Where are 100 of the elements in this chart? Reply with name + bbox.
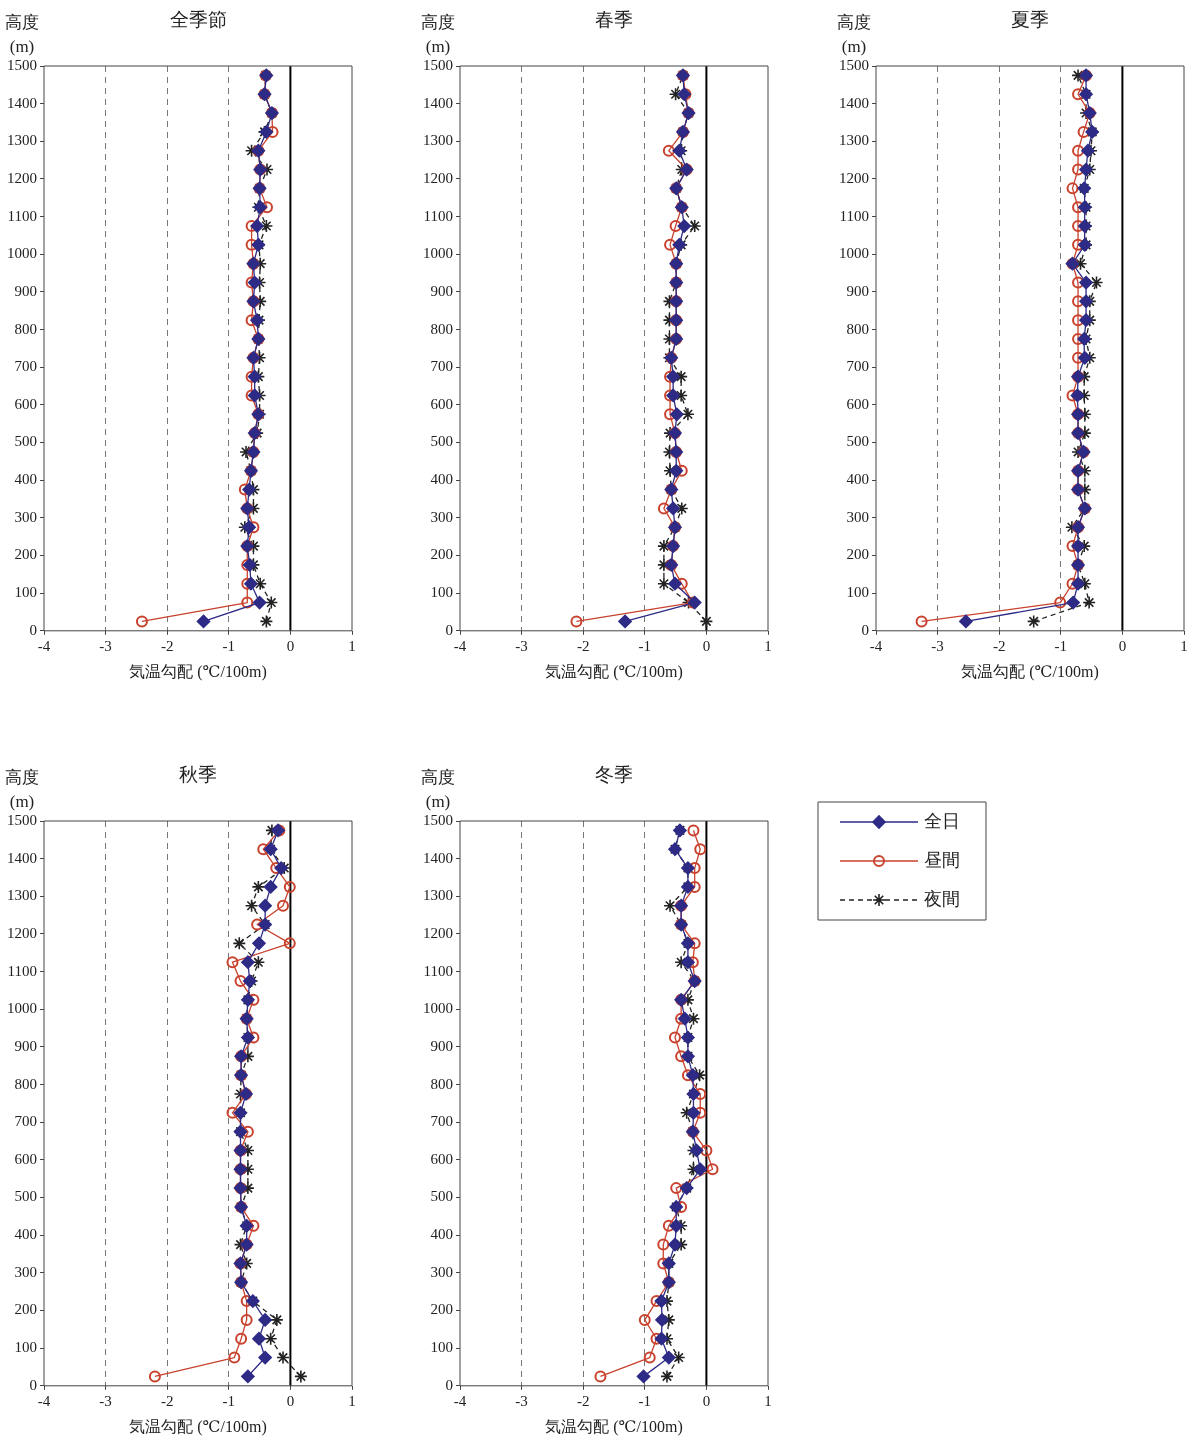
x-tick-label: 1 xyxy=(348,1392,356,1409)
y-tick-label: 1200 xyxy=(839,169,869,186)
y-tick-label: 400 xyxy=(14,471,37,488)
y-tick-label: 1300 xyxy=(7,887,37,904)
y-tick-label: 900 xyxy=(846,282,869,299)
x-tick-label: 1 xyxy=(1180,637,1188,654)
y-axis-title: 高度 (m) xyxy=(5,13,39,56)
y-tick-label: 500 xyxy=(430,433,453,450)
y-tick-label: 200 xyxy=(14,1301,37,1318)
y-tick-label: 700 xyxy=(430,358,453,375)
x-tick-label: -4 xyxy=(869,637,883,654)
y-tick-label: 1100 xyxy=(7,207,37,224)
y-tick-label: 1300 xyxy=(839,132,869,149)
y-tick-label: 1000 xyxy=(7,245,37,262)
x-axis-title: 気温勾配 (℃/100m) xyxy=(961,662,1099,681)
y-tick-label: 1500 xyxy=(423,56,453,73)
y-axis-title: 高度 (m) xyxy=(421,13,455,56)
y-tick-label: 0 xyxy=(29,1376,37,1393)
y-tick-label: 1500 xyxy=(7,56,37,73)
x-tick-label: 1 xyxy=(764,637,772,654)
x-tick-label: -2 xyxy=(576,1392,590,1409)
y-tick-label: 400 xyxy=(846,471,869,488)
chart-title: 秋季 xyxy=(179,764,217,785)
legend-label: 夜間 xyxy=(924,888,960,909)
y-tick-label: 1200 xyxy=(423,169,453,186)
y-tick-label: 800 xyxy=(846,320,869,337)
x-axis-title: 気温勾配 (℃/100m) xyxy=(545,1417,683,1436)
x-tick-label: -1 xyxy=(222,637,236,654)
x-tick-label: -4 xyxy=(37,1392,51,1409)
y-tick-label: 1400 xyxy=(7,849,37,866)
y-tick-label: 1100 xyxy=(423,962,453,979)
y-tick-label: 700 xyxy=(14,358,37,375)
x-tick-label: 0 xyxy=(1118,637,1127,654)
x-tick-label: 0 xyxy=(286,1392,295,1409)
x-tick-label: 1 xyxy=(764,1392,772,1409)
y-tick-label: 200 xyxy=(14,546,37,563)
y-axis-title: 高度 (m) xyxy=(837,13,871,56)
y-tick-label: 300 xyxy=(430,508,453,525)
y-tick-label: 100 xyxy=(846,584,869,601)
y-tick-label: 600 xyxy=(430,1150,453,1167)
x-tick-label: -3 xyxy=(931,637,944,654)
chart-title: 春季 xyxy=(595,9,633,30)
y-tick-label: 700 xyxy=(846,358,869,375)
y-tick-label: 200 xyxy=(430,1301,453,1318)
y-tick-label: 600 xyxy=(430,395,453,412)
y-tick-label: 500 xyxy=(14,1188,37,1205)
y-tick-label: 0 xyxy=(445,621,453,638)
y-tick-label: 700 xyxy=(430,1113,453,1130)
y-tick-label: 0 xyxy=(29,621,37,638)
y-tick-label: 100 xyxy=(430,584,453,601)
x-tick-label: -3 xyxy=(515,1392,528,1409)
y-tick-label: 500 xyxy=(846,433,869,450)
legend-label: 全日 xyxy=(924,810,960,831)
y-tick-label: 800 xyxy=(14,320,37,337)
y-tick-label: 400 xyxy=(430,471,453,488)
y-tick-label: 1500 xyxy=(423,811,453,828)
y-tick-label: 0 xyxy=(445,1376,453,1393)
y-tick-label: 800 xyxy=(14,1075,37,1092)
y-tick-label: 800 xyxy=(430,1075,453,1092)
x-tick-label: 0 xyxy=(286,637,295,654)
y-tick-label: 400 xyxy=(14,1226,37,1243)
y-tick-label: 900 xyxy=(430,282,453,299)
x-tick-label: -1 xyxy=(1054,637,1068,654)
x-tick-label: -4 xyxy=(453,1392,467,1409)
y-tick-label: 600 xyxy=(14,395,37,412)
chart-title: 全季節 xyxy=(169,9,227,30)
y-tick-label: 200 xyxy=(430,546,453,563)
y-tick-label: 1400 xyxy=(423,849,453,866)
y-tick-label: 1300 xyxy=(423,887,453,904)
y-tick-label: 1300 xyxy=(423,132,453,149)
x-tick-label: -2 xyxy=(992,637,1006,654)
legend-label: 昼間 xyxy=(924,849,960,870)
y-tick-label: 400 xyxy=(430,1226,453,1243)
y-tick-label: 1100 xyxy=(423,207,453,224)
x-tick-label: -2 xyxy=(576,637,590,654)
x-tick-label: -3 xyxy=(99,637,112,654)
y-tick-label: 1100 xyxy=(839,207,869,224)
x-tick-label: -2 xyxy=(160,637,174,654)
y-tick-label: 1000 xyxy=(839,245,869,262)
y-axis-title: 高度 (m) xyxy=(5,768,39,811)
y-tick-label: 500 xyxy=(430,1188,453,1205)
y-tick-label: 300 xyxy=(14,1263,37,1280)
y-tick-label: 300 xyxy=(430,1263,453,1280)
y-tick-label: 1400 xyxy=(839,94,869,111)
y-tick-label: 900 xyxy=(14,282,37,299)
y-tick-label: 100 xyxy=(430,1339,453,1356)
x-tick-label: 0 xyxy=(702,1392,711,1409)
y-tick-label: 600 xyxy=(14,1150,37,1167)
y-tick-label: 700 xyxy=(14,1113,37,1130)
x-tick-label: -2 xyxy=(160,1392,174,1409)
y-tick-label: 600 xyxy=(846,395,869,412)
x-tick-label: -1 xyxy=(638,637,652,654)
y-tick-label: 1200 xyxy=(7,924,37,941)
x-tick-label: -3 xyxy=(515,637,528,654)
y-tick-label: 100 xyxy=(14,584,37,601)
y-tick-label: 900 xyxy=(430,1037,453,1054)
y-tick-label: 0 xyxy=(861,621,869,638)
y-tick-label: 1300 xyxy=(7,132,37,149)
y-tick-label: 1500 xyxy=(7,811,37,828)
y-tick-label: 1400 xyxy=(7,94,37,111)
